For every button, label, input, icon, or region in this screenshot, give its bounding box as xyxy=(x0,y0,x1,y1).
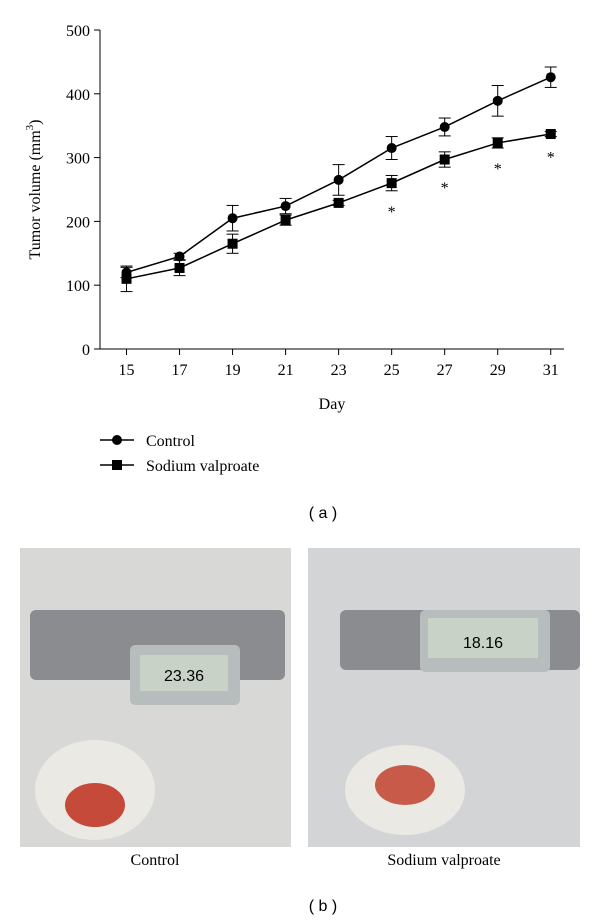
marker xyxy=(386,178,397,189)
annotation: * xyxy=(547,150,555,167)
x-tick-label: 17 xyxy=(172,362,188,379)
panel-label: ( b ) xyxy=(309,898,337,915)
photo-caption: Sodium valproate xyxy=(387,852,500,869)
tumor xyxy=(375,765,435,805)
panel-label: ( a ) xyxy=(309,505,337,522)
x-tick-label: 25 xyxy=(384,362,400,379)
marker xyxy=(227,213,238,224)
annotation: * xyxy=(388,204,396,221)
legend-label: Control xyxy=(146,433,195,450)
x-tick-label: 21 xyxy=(278,362,294,379)
photo-caption: Control xyxy=(131,852,180,869)
x-tick-label: 19 xyxy=(225,362,241,379)
marker xyxy=(439,121,450,132)
x-axis-label: Day xyxy=(319,396,346,413)
y-axis-label-text: Tumor volume (mm xyxy=(27,130,44,260)
photo: 23.36 xyxy=(20,548,291,847)
y-axis-label: Tumor volume (mm3) xyxy=(24,119,44,259)
x-tick-label: 15 xyxy=(119,362,135,379)
y-tick-label: 500 xyxy=(66,23,90,40)
x-tick-label: 23 xyxy=(331,362,347,379)
marker xyxy=(174,251,185,262)
y-axis-label-suffix: ) xyxy=(27,119,44,124)
lcd-reading: 23.36 xyxy=(164,668,204,685)
marker xyxy=(492,95,503,106)
marker xyxy=(280,215,291,226)
marker xyxy=(280,201,291,212)
marker xyxy=(174,262,185,273)
lcd xyxy=(140,655,228,691)
tumor xyxy=(65,783,125,827)
y-tick-label: 100 xyxy=(66,278,90,295)
y-tick-label: 200 xyxy=(66,214,90,231)
marker xyxy=(545,128,556,139)
x-tick-label: 31 xyxy=(543,362,559,379)
marker xyxy=(545,72,556,83)
lcd xyxy=(428,618,538,658)
legend-marker xyxy=(112,435,122,445)
photo: 18.16 xyxy=(308,548,580,847)
y-tick-label: 300 xyxy=(66,151,90,168)
legend-label: Sodium valproate xyxy=(146,458,259,475)
y-axis-label-superscript: 3 xyxy=(24,124,36,130)
x-tick-label: 29 xyxy=(490,362,506,379)
annotation: * xyxy=(494,161,502,178)
marker xyxy=(121,273,132,284)
marker xyxy=(333,174,344,185)
marker xyxy=(386,143,397,154)
marker xyxy=(492,137,503,148)
annotation: * xyxy=(441,180,449,197)
x-tick-label: 27 xyxy=(437,362,453,379)
marker xyxy=(227,238,238,249)
legend-marker xyxy=(112,460,122,470)
y-tick-label: 400 xyxy=(66,87,90,104)
lcd-reading: 18.16 xyxy=(463,635,503,652)
marker xyxy=(439,154,450,165)
marker xyxy=(333,197,344,208)
y-tick-label: 0 xyxy=(82,342,90,359)
